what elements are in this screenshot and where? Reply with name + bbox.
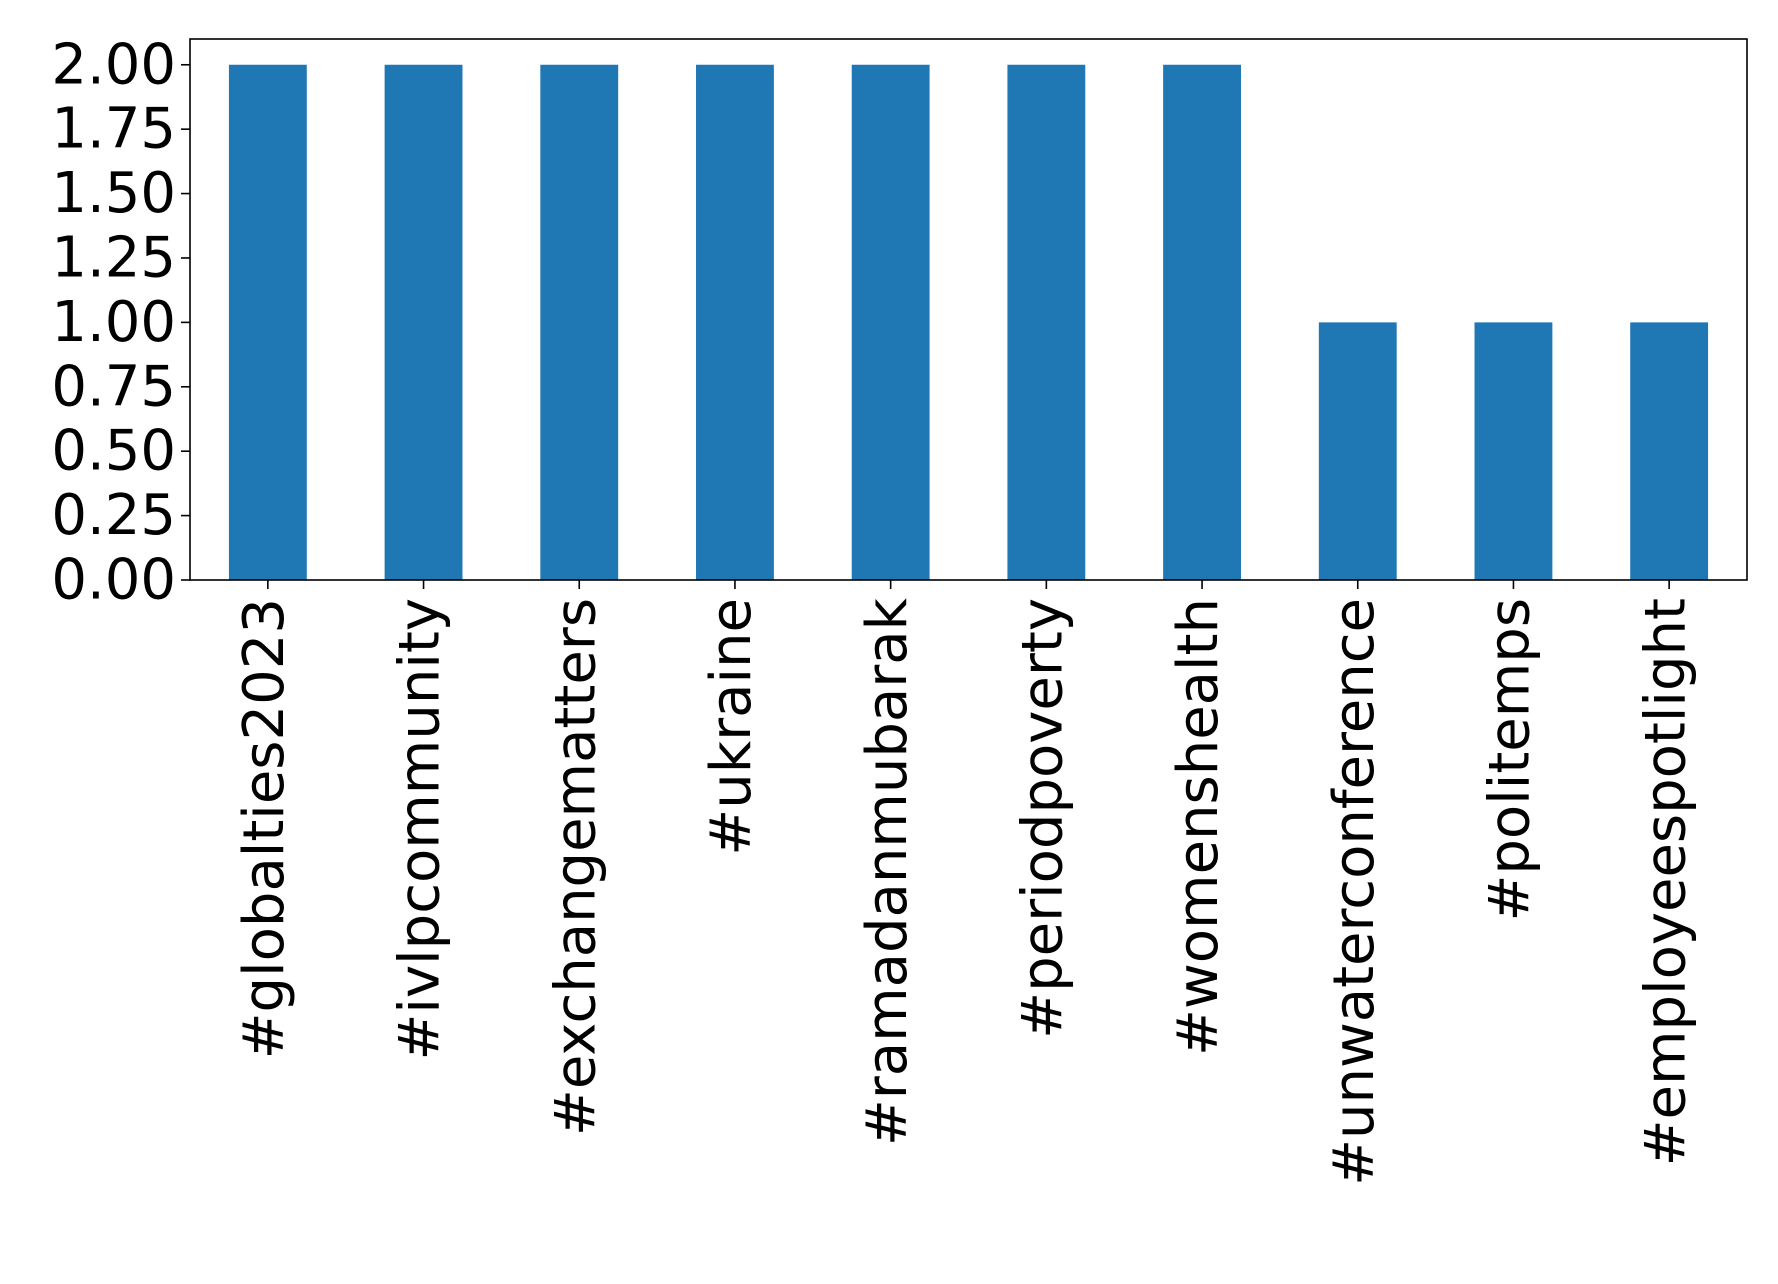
- x-tick-label: #ivlpcommunity: [388, 598, 453, 1061]
- y-tick-label: 0.75: [51, 354, 176, 419]
- x-tick-label: #unwaterconference: [1322, 598, 1387, 1186]
- bar-unwaterconference: [1318, 322, 1397, 580]
- bar-ivlpcommunity: [384, 64, 463, 580]
- y-tick-label: 2.00: [51, 32, 176, 97]
- bar-employeespotlight: [1630, 322, 1709, 580]
- x-tick-label: #globalties2023: [232, 598, 297, 1059]
- bar-exchangematters: [540, 64, 619, 580]
- x-tick-label: #womenshealth: [1166, 598, 1231, 1056]
- y-tick-label: 0.50: [51, 419, 176, 484]
- y-axis: 0.000.250.500.751.001.251.501.752.00: [51, 32, 190, 613]
- x-tick-label: #ukraine: [699, 598, 764, 856]
- y-tick-label: 1.00: [51, 290, 176, 355]
- y-tick-label: 0.25: [51, 483, 176, 548]
- x-axis: #globalties2023 #ivlpcommunity #exchangema…: [232, 580, 1698, 1186]
- bar-ramadanmubarak: [851, 64, 930, 580]
- bar-politemps: [1474, 322, 1553, 580]
- x-tick-label: #periodpoverty: [1010, 598, 1075, 1039]
- y-tick-label: 1.25: [51, 225, 176, 290]
- plot-area-frame: [189, 38, 1748, 581]
- x-tick-label: #politemps: [1478, 598, 1543, 922]
- x-tick-label: #employeespotlight: [1633, 598, 1698, 1166]
- y-tick-label: 1.50: [51, 161, 176, 226]
- bar-globalties2023: [228, 64, 307, 580]
- bar-periodpoverty: [1007, 64, 1086, 580]
- y-tick-label: 0.00: [51, 548, 176, 613]
- bars-layer: [228, 64, 1709, 580]
- bar-ukraine: [696, 64, 774, 580]
- bar-womenshealth: [1163, 64, 1241, 580]
- x-tick-label: #exchangematters: [543, 598, 608, 1136]
- x-tick-label: #ramadanmubarak: [855, 597, 920, 1146]
- y-tick-label: 1.75: [51, 97, 176, 162]
